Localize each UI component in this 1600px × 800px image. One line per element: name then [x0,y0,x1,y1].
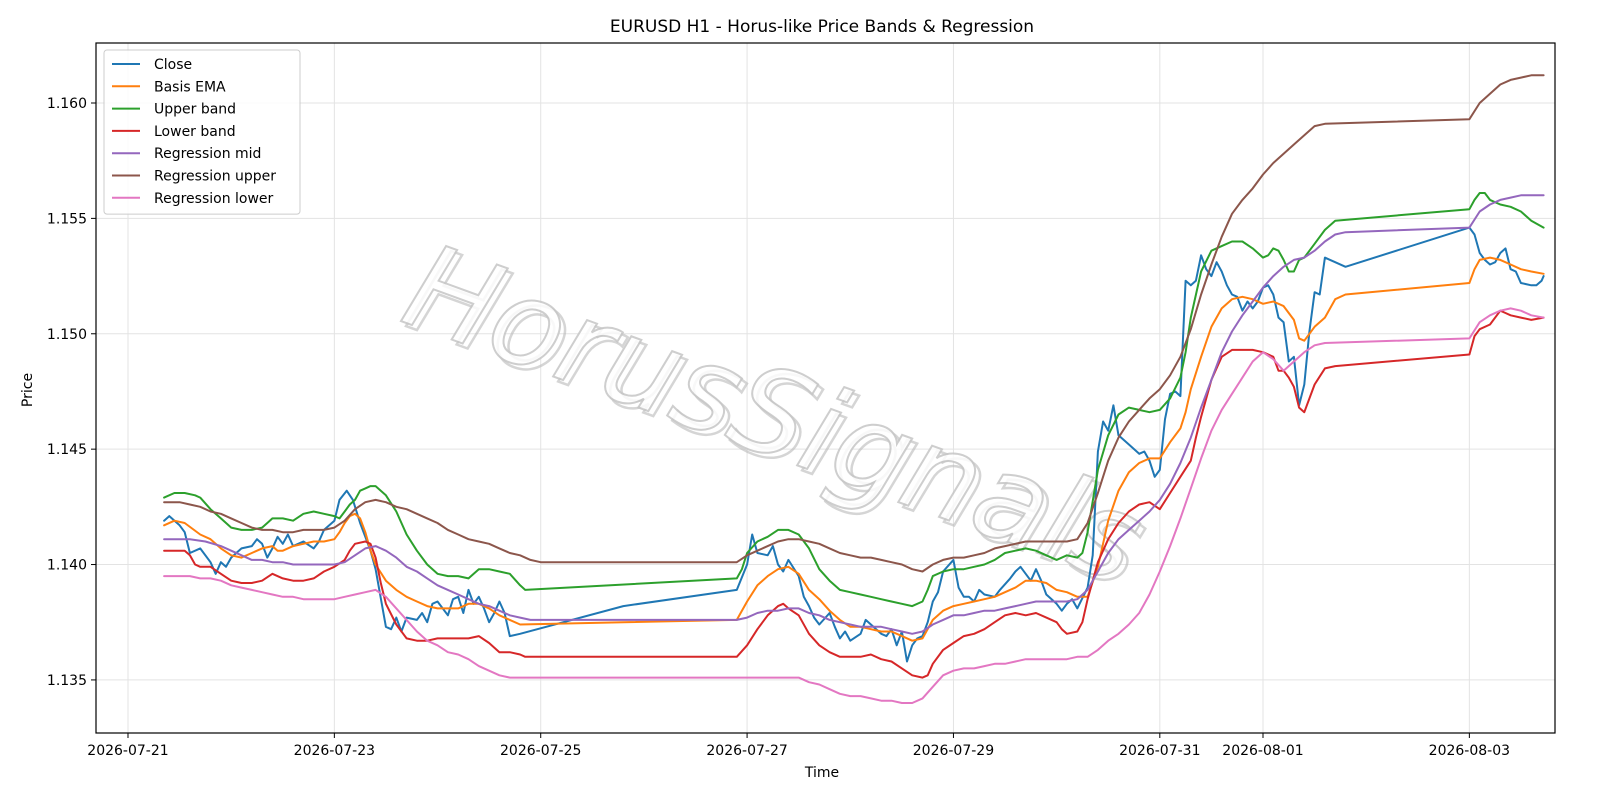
legend-label-regression-upper: Regression upper [154,169,276,185]
legend-label-regression-mid: Regression mid [154,146,261,162]
series-line-regression-lower [163,307,1545,704]
y-axis-label: Price [20,373,36,407]
y-tick-label: 1.140 [47,558,87,574]
legend: Close Basis EMA Upper band Lower band Regres… [103,49,301,215]
x-tick-label: 2026-07-29 [913,743,994,759]
plot-frame [95,42,1556,734]
chart-title: EURUSD H1 - Horus-like Price Bands & Reg… [610,17,1034,37]
y-tick-label: 1.160 [47,96,87,112]
y-tick-label: 1.145 [47,442,87,458]
x-tick-label: 2026-07-31 [1119,743,1200,759]
legend-label-basis-ema: Basis EMA [154,79,226,95]
legend-box [103,49,301,215]
x-tick-label: 2026-08-03 [1429,743,1510,759]
legend-label-upper-band: Upper band [154,102,236,118]
series-line-upper-band [163,192,1545,608]
x-tick-label: 2026-07-25 [500,743,581,759]
x-tick-label: 2026-07-27 [706,743,787,759]
series-line-regression-upper [163,74,1545,573]
series-group [163,74,1545,704]
x-axis-label: Time [804,765,839,781]
x-tick-label: 2026-07-23 [294,743,375,759]
y-tick-label: 1.155 [47,211,87,227]
legend-label-lower-band: Lower band [154,124,236,140]
y-tick-label: 1.135 [47,673,87,689]
x-axis: 2026-07-21 2026-07-23 2026-07-25 2026-07-27… [87,733,1510,759]
x-tick-label: 2026-07-21 [87,743,168,759]
series-line-basis-ema [163,256,1545,642]
x-tick-label: 2026-08-01 [1222,743,1303,759]
grid [96,43,1555,733]
y-tick-label: 1.150 [47,327,87,343]
y-axis: 1.135 1.140 1.145 1.150 1.155 1.160 [47,96,96,689]
series-line-regression-mid [163,194,1545,635]
legend-label-regression-lower: Regression lower [154,191,274,207]
legend-label-close: Close [154,57,192,73]
